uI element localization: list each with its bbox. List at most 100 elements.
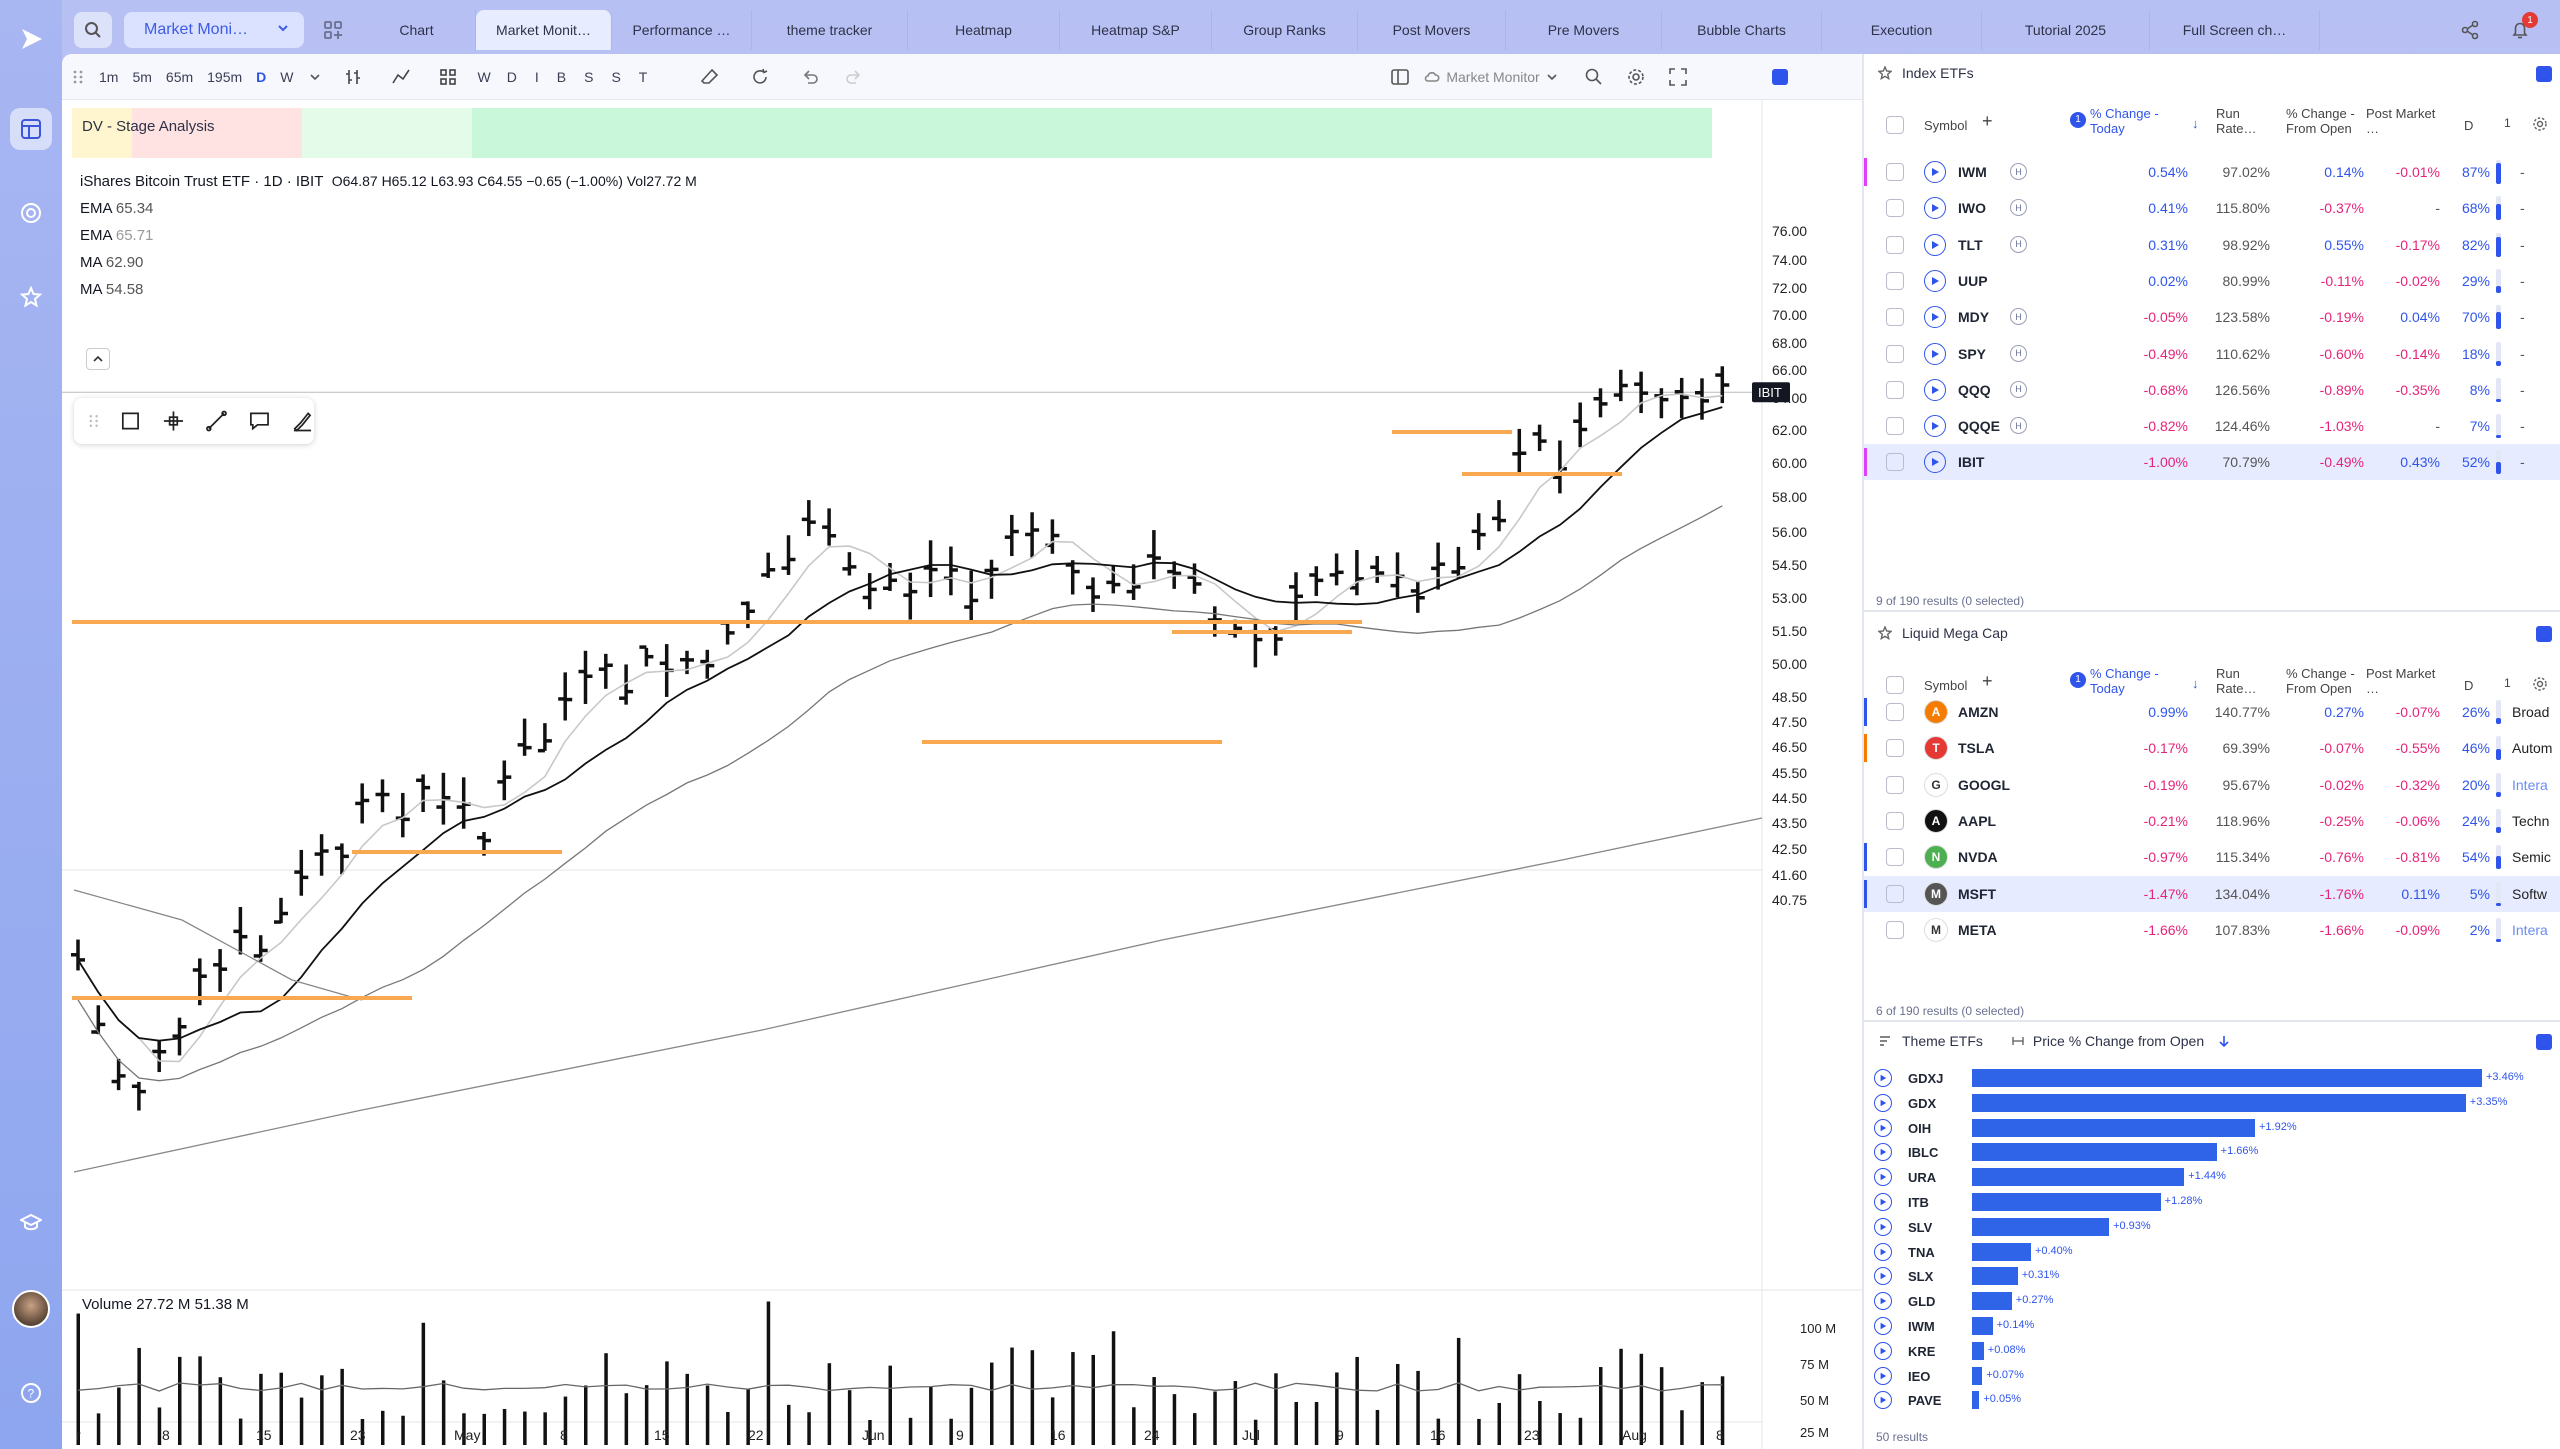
theme-bar-row[interactable]: IBLC +1.66% xyxy=(1864,1140,2560,1165)
col-symbol[interactable]: Symbol xyxy=(1924,678,1968,693)
watchlist-row[interactable]: M META -1.66% 107.83% -1.66% -0.09% 2% Intera xyxy=(1864,912,2560,948)
star-icon[interactable] xyxy=(1878,626,1892,640)
sort-desc-icon[interactable]: ↓ xyxy=(2192,116,2199,131)
gear-icon[interactable] xyxy=(1626,67,1646,87)
brush-tool-icon[interactable] xyxy=(291,409,314,433)
watchlist-row[interactable]: QQQE H -0.82% 124.46% -1.03% - 7% - xyxy=(1864,408,2560,444)
play-icon[interactable] xyxy=(1924,233,1946,256)
col-one[interactable]: 1 xyxy=(2504,116,2511,130)
sort-arrow-icon[interactable] xyxy=(2218,1035,2230,1047)
row-checkbox[interactable] xyxy=(1886,344,1904,363)
share-icon[interactable] xyxy=(2460,20,2480,40)
play-icon[interactable] xyxy=(1924,415,1946,438)
col-run-rate[interactable]: Run Rate… xyxy=(2216,666,2257,696)
row-checkbox[interactable] xyxy=(1886,380,1904,399)
trendline-tool-icon[interactable] xyxy=(205,409,228,433)
tab-theme-tracker[interactable]: theme tracker xyxy=(752,10,908,50)
play-icon[interactable] xyxy=(1874,1168,1892,1187)
theme-bar-row[interactable]: GDXJ +3.46% xyxy=(1864,1066,2560,1091)
star-icon[interactable] xyxy=(10,276,52,318)
col-change-today[interactable]: % Change - Today xyxy=(2090,666,2159,696)
play-icon[interactable] xyxy=(1874,1093,1892,1112)
watchlist-row[interactable]: G GOOGL -0.19% 95.67% -0.02% -0.32% 20% Intera xyxy=(1864,767,2560,803)
watchlist-row[interactable]: A AMZN 0.99% 140.77% 0.27% -0.07% 26% Broad xyxy=(1864,694,2560,730)
theme-bar-row[interactable]: IWM +0.14% xyxy=(1864,1314,2560,1339)
holdings-icon[interactable]: H xyxy=(2010,199,2027,217)
watchlist-row[interactable]: T TSLA -0.17% 69.39% -0.07% -0.55% 46% Autom xyxy=(1864,730,2560,766)
watchlist-row[interactable]: IWO H 0.41% 115.80% -0.37% - 68% - xyxy=(1864,190,2560,226)
search-indicator-icon[interactable] xyxy=(1584,67,1604,87)
col-post-market[interactable]: Post Market … xyxy=(2366,106,2436,136)
theme-bar-row[interactable]: IEO +0.07% xyxy=(1864,1364,2560,1389)
play-icon[interactable] xyxy=(1874,1143,1892,1162)
holdings-icon[interactable]: H xyxy=(2010,308,2027,326)
bell-icon[interactable] xyxy=(2510,20,2530,40)
tab-bubble-charts[interactable]: Bubble Charts xyxy=(1662,10,1822,50)
toggle-s-3[interactable]: S xyxy=(584,68,594,85)
ma-legend-item[interactable]: EMA 65.34 xyxy=(80,195,697,222)
row-checkbox[interactable] xyxy=(1886,199,1904,218)
row-checkbox[interactable] xyxy=(1886,235,1904,254)
play-icon[interactable] xyxy=(1924,161,1946,183)
tab-execution[interactable]: Execution xyxy=(1822,10,1982,50)
theme-bar-row[interactable]: ITB +1.28% xyxy=(1864,1190,2560,1215)
link-color-square[interactable] xyxy=(1771,68,1788,85)
add-symbol-icon[interactable]: + xyxy=(1982,671,1993,691)
theme-bar-row[interactable]: PAVE +0.05% xyxy=(1864,1388,2560,1413)
tab-market-monit-[interactable]: Market Monit… xyxy=(476,10,612,50)
row-checkbox[interactable] xyxy=(1886,811,1904,830)
layout-select[interactable]: Market Moni… xyxy=(124,12,304,48)
theme-bar-row[interactable]: GLD +0.27% xyxy=(1864,1289,2560,1314)
row-checkbox[interactable] xyxy=(1886,453,1904,472)
tab-full-screen-ch-[interactable]: Full Screen ch… xyxy=(2150,10,2320,50)
holdings-icon[interactable]: H xyxy=(2010,344,2027,362)
watchlist-row[interactable]: UUP 0.02% 80.99% -0.11% -0.02% 29% - xyxy=(1864,263,2560,299)
play-icon[interactable] xyxy=(1924,342,1946,365)
chart-title[interactable]: iShares Bitcoin Trust ETF · 1D · IBIT xyxy=(80,173,324,190)
redo-icon[interactable] xyxy=(844,67,864,87)
tab-pre-movers[interactable]: Pre Movers xyxy=(1506,10,1662,50)
watchlist-row[interactable]: M MSFT -1.47% 134.04% -1.76% 0.11% 5% Softw xyxy=(1864,875,2560,912)
toggle-b-2[interactable]: B xyxy=(556,68,567,85)
watchlist-row[interactable]: MDY H -0.05% 123.58% -0.19% 0.04% 70% - xyxy=(1864,299,2560,335)
watchlist-row[interactable]: N NVDA -0.97% 115.34% -0.76% -0.81% 54% Semic xyxy=(1864,839,2560,875)
eraser-icon[interactable] xyxy=(700,67,720,87)
theme-bar-row[interactable]: SLV +0.93% xyxy=(1864,1215,2560,1240)
row-checkbox[interactable] xyxy=(1886,271,1904,290)
row-checkbox[interactable] xyxy=(1886,848,1904,867)
dashboard-icon[interactable] xyxy=(10,108,52,150)
interval-5m[interactable]: 5m xyxy=(132,68,152,85)
radar-icon[interactable] xyxy=(10,192,52,234)
layouts-grid-button[interactable] xyxy=(314,12,352,48)
row-checkbox[interactable] xyxy=(1886,920,1904,939)
holdings-icon[interactable]: H xyxy=(2010,380,2027,398)
tab-tutorial-2025[interactable]: Tutorial 2025 xyxy=(1982,10,2150,50)
play-icon[interactable] xyxy=(1874,1217,1892,1236)
rectangle-tool-icon[interactable] xyxy=(119,409,142,433)
row-checkbox[interactable] xyxy=(1886,703,1904,721)
play-icon[interactable] xyxy=(1874,1292,1892,1311)
theme-bar-row[interactable]: OIH +1.92% xyxy=(1864,1116,2560,1141)
gear-icon[interactable] xyxy=(2532,676,2548,692)
watchlist-row[interactable]: A AAPL -0.21% 118.96% -0.25% -0.06% 24% Techn xyxy=(1864,803,2560,839)
row-checkbox[interactable] xyxy=(1886,163,1904,181)
tab-heatmap[interactable]: Heatmap xyxy=(908,10,1060,50)
theme-bar-row[interactable]: URA +1.44% xyxy=(1864,1165,2560,1190)
ma-legend-item[interactable]: EMA 65.71 xyxy=(80,222,697,249)
play-icon[interactable] xyxy=(1924,197,1946,220)
play-icon[interactable] xyxy=(1874,1193,1892,1211)
drag-handle-icon[interactable] xyxy=(72,69,84,85)
watchlist-row[interactable]: SPY H -0.49% 110.62% -0.60% -0.14% 18% - xyxy=(1864,336,2560,372)
add-symbol-icon[interactable]: + xyxy=(1982,111,1993,131)
row-checkbox[interactable] xyxy=(1886,739,1904,758)
fullscreen-icon[interactable] xyxy=(1668,67,1688,87)
link-color-square[interactable] xyxy=(2536,626,2552,642)
holdings-icon[interactable]: H xyxy=(2010,417,2027,435)
interval-d[interactable]: D xyxy=(256,68,267,85)
play-icon[interactable] xyxy=(1874,1366,1892,1385)
undo-icon[interactable] xyxy=(800,67,820,87)
price-chart[interactable]: 76.0074.0072.0070.0068.0066.0064.0062.00… xyxy=(62,100,1862,1449)
col-d[interactable]: D xyxy=(2464,118,2474,133)
theme-bar-row[interactable]: SLX +0.31% xyxy=(1864,1264,2560,1289)
interval-1m[interactable]: 1m xyxy=(99,68,119,85)
